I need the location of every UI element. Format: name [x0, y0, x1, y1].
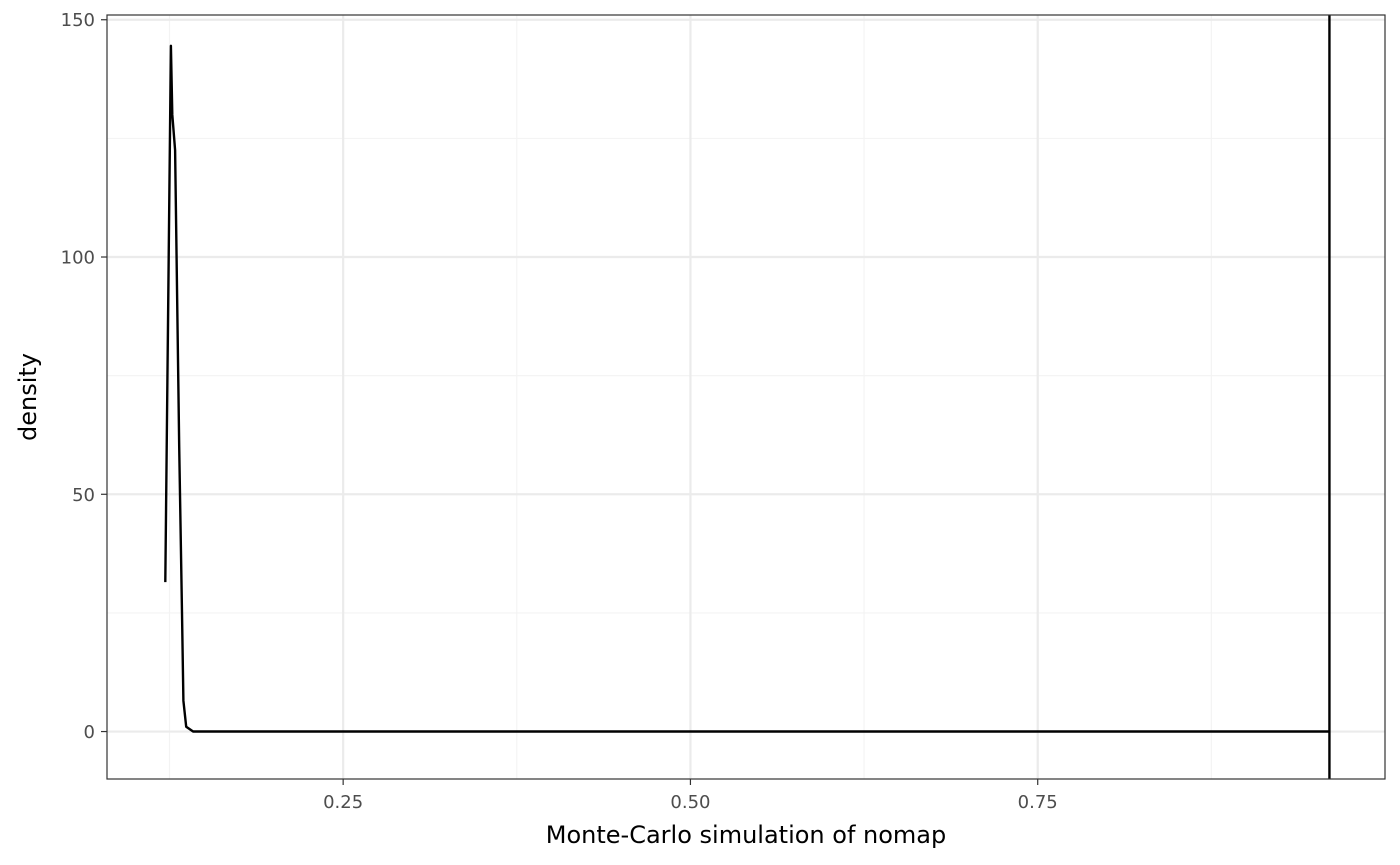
x-axis-title: Monte-Carlo simulation of nomap	[546, 821, 946, 849]
y-tick-label: 0	[84, 722, 95, 743]
x-tick-label: 0.75	[1018, 792, 1058, 813]
panel-border	[106, 14, 1386, 780]
y-tick-label: 100	[61, 248, 95, 269]
x-tick-label: 0.50	[670, 792, 710, 813]
data-layer	[164, 15, 1331, 779]
x-tick-label: 0.25	[323, 792, 363, 813]
y-tick-label: 150	[61, 10, 95, 31]
y-axis-title: density	[14, 353, 42, 441]
grid-layer	[107, 15, 1385, 779]
y-tick-label: 50	[72, 485, 95, 506]
ticks-layer: 0.25 0.50 0.75 0 50 100 150	[61, 10, 1058, 813]
density-line-0	[164, 44, 1330, 733]
